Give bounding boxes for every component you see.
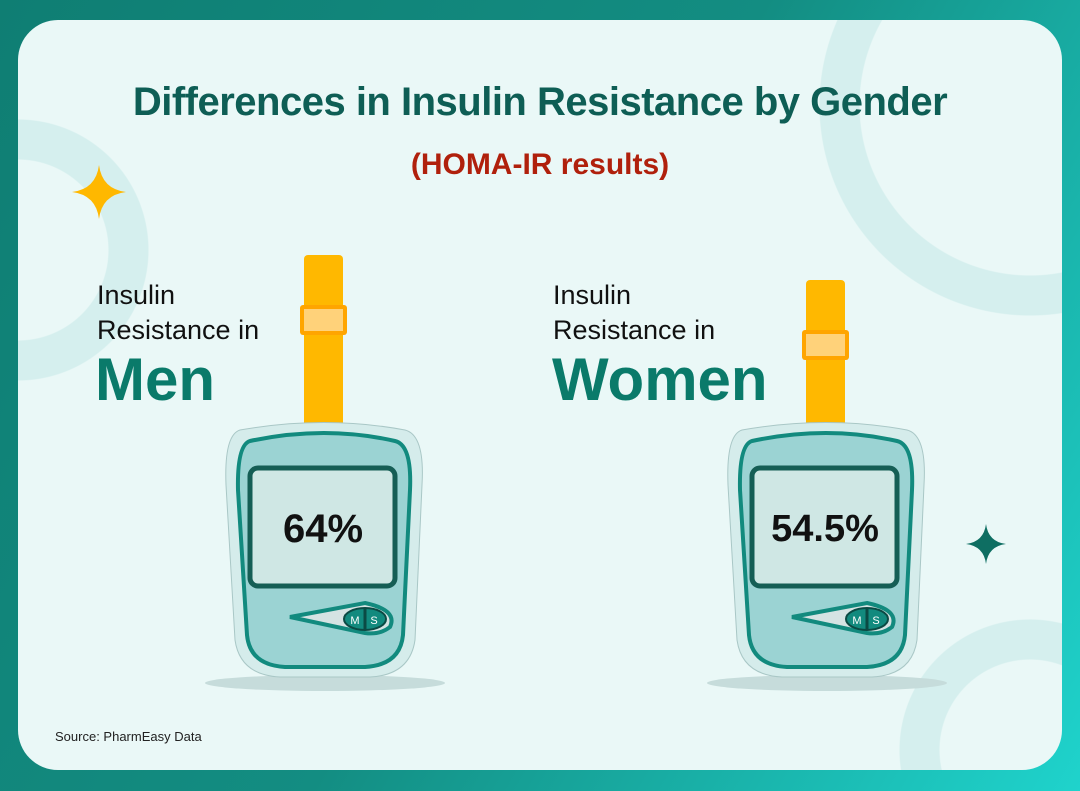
men-glucose-meter: M S 64% — [200, 255, 450, 695]
page-title: Differences in Insulin Resistance by Gen… — [132, 80, 948, 124]
women-label: Insulin Resistance in — [553, 280, 716, 345]
glucose-meter-icon: M S — [707, 280, 947, 691]
men-label: Insulin Resistance in — [97, 280, 260, 345]
women-glucose-meter: M S 54.5% — [702, 255, 952, 695]
source-note: Source: PharmEasy Data — [55, 729, 202, 744]
glucose-meter-icon: M S — [205, 255, 445, 691]
women-heading: Women — [552, 346, 768, 413]
m-button-label: M — [852, 615, 861, 627]
s-button-label: S — [872, 615, 879, 627]
women-value: 54.5% — [771, 508, 879, 550]
page-subtitle: (HOMA-IR results) — [410, 148, 670, 181]
men-value: 64% — [282, 507, 364, 551]
sparkle-icon — [72, 165, 126, 219]
s-button-label: S — [370, 615, 377, 627]
sparkle-icon — [966, 524, 1006, 564]
infographic-card — [18, 20, 1062, 770]
m-button-label: M — [350, 615, 359, 627]
men-heading: Men — [95, 346, 215, 413]
